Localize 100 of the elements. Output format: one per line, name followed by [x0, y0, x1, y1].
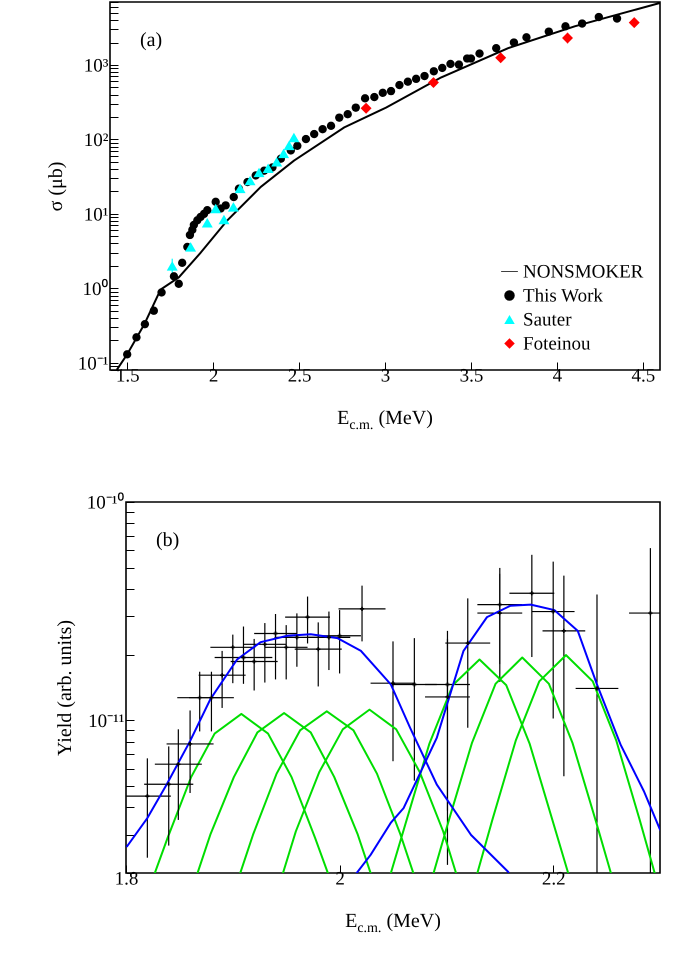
point: [178, 258, 186, 267]
point: [352, 103, 360, 112]
legend-label: Sauter: [523, 310, 572, 330]
point: [390, 681, 396, 686]
point: [132, 333, 141, 342]
point: [578, 19, 586, 28]
point: [446, 60, 455, 68]
point: [438, 64, 446, 72]
point: [522, 33, 531, 42]
point: [310, 130, 318, 138]
point: [302, 134, 310, 144]
y-tick-label: 10⁻¹: [78, 353, 109, 374]
point: [123, 350, 132, 358]
point: [475, 49, 484, 58]
point: [326, 122, 336, 130]
point: [395, 80, 404, 90]
point: [498, 610, 502, 616]
legend-label: Foteinou: [523, 334, 592, 354]
legend-label: This Work: [523, 286, 604, 306]
point: [628, 17, 640, 28]
point: [241, 655, 246, 660]
annotation: (b): [156, 529, 180, 551]
point: [495, 52, 506, 64]
point: [594, 686, 600, 691]
point: [337, 634, 342, 638]
point: [562, 32, 574, 44]
point: [221, 201, 230, 210]
point: [157, 288, 166, 297]
point: [430, 67, 438, 76]
x-axis-title: E$_{c.m.}$ (MeV): [344, 909, 442, 937]
point: [428, 77, 439, 88]
y-tick-label: 10²: [84, 130, 109, 151]
point: [412, 74, 420, 84]
y-tick-label: 10⁻¹¹: [88, 710, 125, 732]
point: [220, 673, 224, 678]
point: [212, 198, 220, 206]
x-axis-title: E$_{c.m.}$ (MeV): [336, 406, 434, 434]
point: [404, 78, 412, 86]
point: [209, 696, 214, 700]
point: [454, 60, 464, 69]
y-tick-label: 10¹: [84, 204, 109, 226]
point: [284, 645, 288, 650]
point: [360, 102, 372, 114]
point: [360, 606, 364, 611]
point: [262, 642, 267, 646]
annotation: (a): [140, 29, 162, 51]
point: [412, 682, 416, 687]
point: [370, 92, 379, 102]
point: [360, 94, 370, 103]
point: [386, 86, 396, 96]
point: [294, 635, 299, 640]
point: [176, 762, 180, 766]
point: [293, 142, 302, 150]
point: [284, 140, 295, 150]
point: [174, 280, 183, 288]
point: [492, 44, 500, 52]
point: [188, 742, 192, 746]
y-tick-label: 10³: [84, 55, 109, 76]
point: [466, 640, 470, 646]
point: [530, 591, 534, 596]
point: [230, 192, 238, 202]
point: [445, 694, 450, 700]
point: [544, 27, 553, 36]
point: [203, 206, 212, 214]
point: [254, 168, 264, 178]
point: [166, 261, 178, 271]
y-tick-label: 10⁻¹⁰: [86, 492, 124, 514]
point: [244, 176, 256, 186]
point: [145, 794, 150, 798]
y-tick-label: 10⁰: [82, 278, 108, 300]
point: [234, 184, 246, 194]
point: [344, 110, 352, 118]
point: [166, 782, 171, 786]
point: [140, 320, 150, 328]
point: [498, 602, 502, 607]
point: [335, 113, 344, 122]
y-axis-title: Yield (arb. units): [54, 620, 76, 756]
point: [228, 202, 239, 212]
point: [316, 646, 320, 652]
point: [561, 22, 570, 30]
point: [170, 272, 178, 280]
point: [318, 125, 327, 134]
point: [262, 163, 274, 173]
point: [551, 609, 556, 614]
legend-label: NONSMOKER: [523, 262, 644, 282]
point: [150, 306, 158, 315]
point: [252, 659, 256, 664]
point: [594, 12, 603, 22]
point: [210, 204, 222, 214]
point: [273, 631, 278, 636]
point: [612, 14, 622, 23]
point: [420, 72, 429, 80]
point: [198, 696, 202, 700]
point: [510, 38, 518, 47]
point: [288, 132, 300, 142]
point: [202, 218, 213, 228]
y-axis-title: σ (μb): [44, 162, 67, 212]
point: [278, 148, 290, 158]
point: [648, 610, 653, 616]
point: [326, 635, 332, 640]
